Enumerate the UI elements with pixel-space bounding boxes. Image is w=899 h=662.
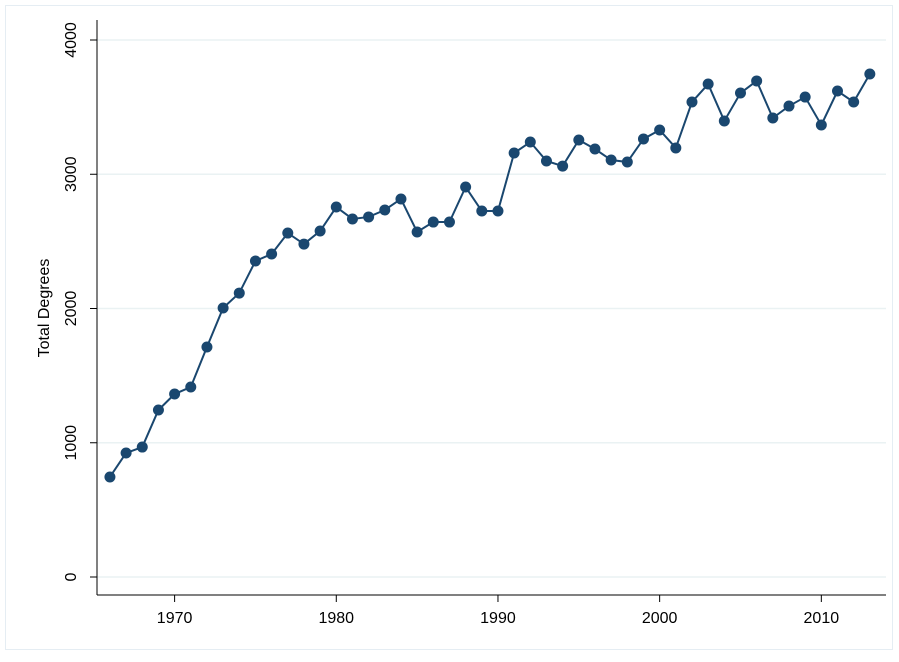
- data-point: [395, 193, 407, 205]
- y-tick-label: 2000: [63, 291, 80, 327]
- data-point: [443, 216, 455, 228]
- data-point: [524, 136, 536, 148]
- data-point: [185, 381, 197, 393]
- data-point: [702, 78, 714, 90]
- y-tick-label: 1000: [63, 425, 80, 461]
- data-point: [427, 216, 439, 228]
- data-point: [476, 205, 488, 217]
- plot-region: [5, 5, 893, 650]
- data-point: [718, 115, 730, 127]
- data-point: [282, 227, 294, 239]
- data-point: [734, 87, 746, 99]
- data-point: [799, 91, 811, 103]
- data-point: [169, 388, 181, 400]
- x-tick-label: 2000: [642, 610, 678, 627]
- y-axis-label: Total Degrees: [36, 259, 53, 358]
- data-point: [848, 96, 860, 108]
- x-tick-label: 1980: [318, 610, 354, 627]
- data-point: [751, 75, 763, 87]
- data-point: [557, 160, 569, 172]
- data-point: [460, 181, 472, 193]
- data-point: [120, 447, 132, 459]
- data-point: [637, 133, 649, 145]
- data-point: [670, 142, 682, 154]
- x-tick-label: 1970: [157, 610, 193, 627]
- y-tick-label: 0: [63, 572, 80, 581]
- data-point: [686, 96, 698, 108]
- data-point: [540, 155, 552, 167]
- data-point: [346, 213, 358, 225]
- data-point: [573, 134, 585, 146]
- data-point: [767, 112, 779, 124]
- data-point: [492, 205, 504, 217]
- data-point: [201, 341, 213, 353]
- y-tick-label: 4000: [63, 22, 80, 58]
- data-point: [621, 156, 633, 168]
- data-point: [864, 68, 876, 80]
- data-point: [136, 441, 148, 453]
- y-tick-label: 3000: [63, 156, 80, 192]
- data-point: [330, 201, 342, 213]
- data-point: [233, 287, 245, 299]
- data-point: [249, 255, 261, 267]
- data-point: [104, 471, 116, 483]
- data-point: [266, 248, 278, 260]
- data-point: [508, 147, 520, 159]
- data-point: [217, 302, 229, 314]
- data-point: [314, 225, 326, 237]
- data-point: [783, 100, 795, 112]
- data-point: [815, 119, 827, 131]
- data-point: [363, 211, 375, 223]
- data-point: [654, 124, 666, 136]
- data-point: [605, 154, 617, 166]
- data-point: [298, 238, 310, 250]
- data-point: [152, 404, 164, 416]
- data-point: [379, 204, 391, 216]
- data-point: [589, 143, 601, 155]
- data-point: [411, 226, 423, 238]
- x-tick-label: 2010: [804, 610, 840, 627]
- x-tick-label: 1990: [480, 610, 516, 627]
- data-point: [831, 85, 843, 97]
